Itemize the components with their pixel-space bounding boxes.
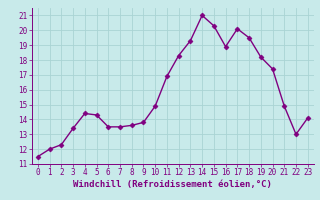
X-axis label: Windchill (Refroidissement éolien,°C): Windchill (Refroidissement éolien,°C) — [73, 180, 272, 189]
